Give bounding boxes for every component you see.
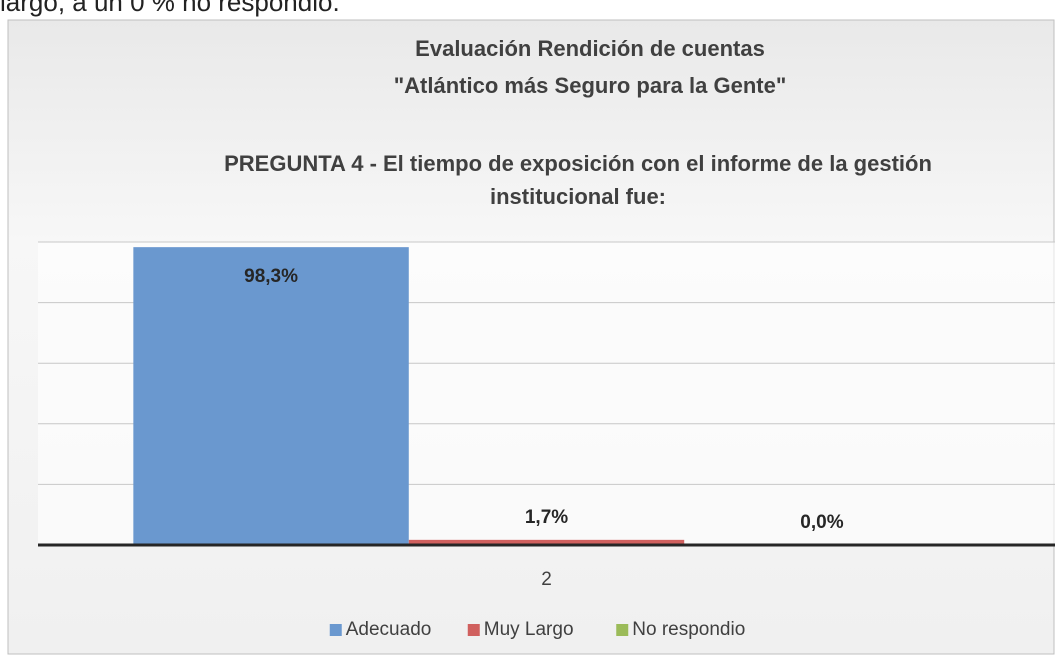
legend-swatch	[467, 624, 480, 636]
data-label: 0,0%	[800, 512, 843, 533]
chart-title: Evaluación Rendición de cuentas	[415, 36, 765, 61]
legend-label: No respondio	[632, 619, 745, 640]
data-label: 98,3%	[244, 266, 298, 287]
legend-label: Adecuado	[346, 619, 432, 640]
chart-subtitle: institucional fue:	[490, 184, 666, 209]
x-tick-label: 2	[541, 569, 552, 590]
chart-subtitle: PREGUNTA 4 - El tiempo de exposición con…	[224, 151, 932, 176]
legend-label: Muy Largo	[484, 619, 574, 640]
text-above: largo, a un 0 % no respondió.	[0, 0, 340, 17]
chart-title: "Atlántico más Seguro para la Gente"	[394, 73, 787, 98]
data-label: 1,7%	[525, 507, 568, 528]
bar	[133, 247, 409, 545]
bar	[408, 539, 685, 545]
legend-swatch	[329, 624, 342, 636]
legend-swatch	[616, 624, 629, 636]
